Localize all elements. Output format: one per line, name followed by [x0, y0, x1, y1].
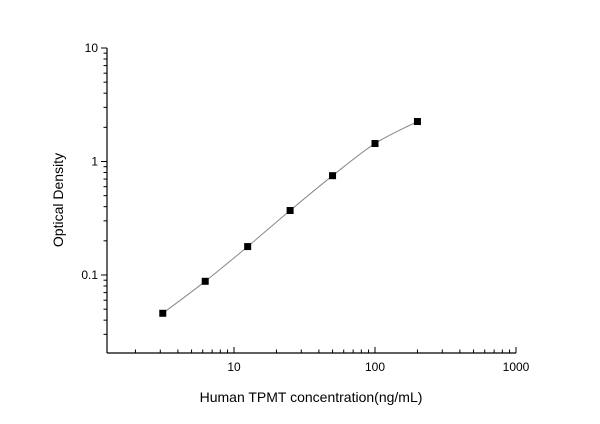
y-tick-label: 0.1: [81, 268, 98, 282]
x-tick-label: 100: [365, 360, 385, 374]
y-axis-title: Optical Density: [50, 153, 66, 247]
y-tick-label: 10: [85, 41, 99, 55]
fit-line: [162, 121, 418, 314]
data-point-marker: [413, 118, 421, 126]
x-tick-label: 1000: [503, 360, 530, 374]
data-point-marker: [329, 172, 337, 180]
axes: 10 100 1000 0.1 1 10: [81, 41, 529, 374]
data-point-marker: [286, 207, 294, 215]
data-point-marker: [201, 277, 209, 285]
data-points: [159, 118, 421, 317]
data-point-marker: [244, 243, 252, 251]
y-tick-label: 1: [91, 155, 98, 169]
x-axis-title: Human TPMT concentration(ng/mL): [200, 389, 423, 405]
data-point-marker: [371, 140, 379, 148]
data-point-marker: [159, 309, 167, 317]
x-tick-label: 10: [227, 360, 241, 374]
fit-curve: [162, 121, 418, 314]
